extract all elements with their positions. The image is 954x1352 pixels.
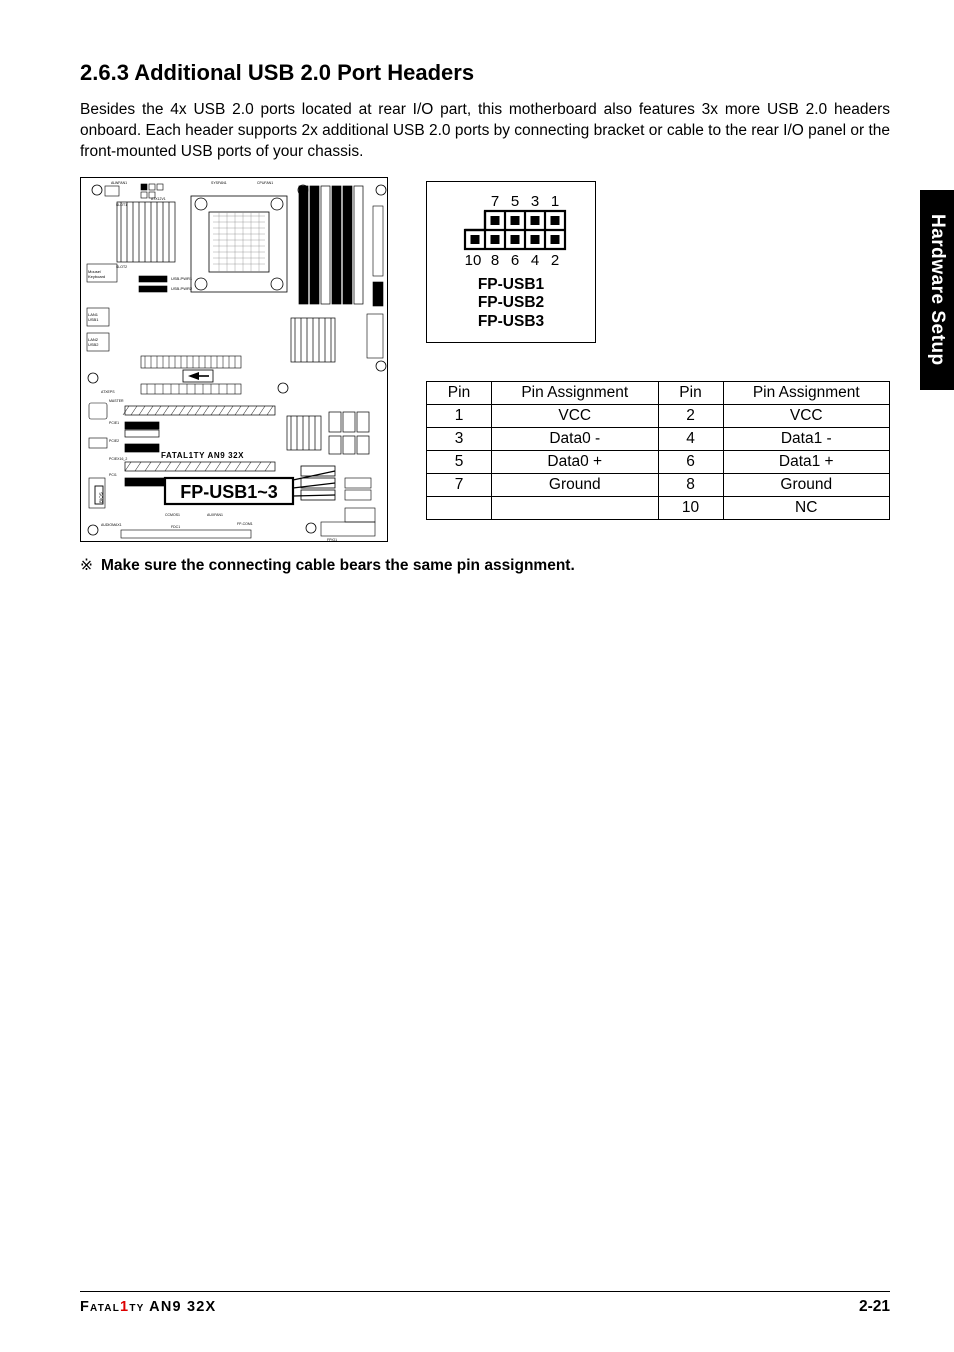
svg-text:MASTER: MASTER (109, 399, 124, 403)
footer-brand-pre: Fatal (80, 1299, 120, 1315)
fp-usb-callout-label: FP-USB1~3 (180, 482, 278, 502)
pin-num-top: 3 (531, 193, 539, 210)
cell: 5 (427, 450, 492, 473)
pin-num-bottom: 10 (465, 252, 482, 269)
cell: NC (723, 496, 890, 519)
col-assignment: Pin Assignment (492, 381, 659, 404)
svg-text:ALWFAN1: ALWFAN1 (111, 181, 127, 185)
section-heading: 2.6.3 Additional USB 2.0 Port Headers (80, 60, 890, 86)
cell: Data0 + (492, 450, 659, 473)
pin-num-bottom: 8 (491, 252, 499, 269)
page-footer: Fatal1ty AN9 32X 2-21 (80, 1291, 890, 1316)
content-row: Mouse/ Keyboard LAN1 USB1 LAN2 USB2 (80, 177, 890, 542)
svg-text:CCMOS1: CCMOS1 (165, 513, 180, 517)
svg-text:FDC1: FDC1 (171, 525, 180, 529)
svg-text:USB1: USB1 (88, 317, 99, 322)
pinout-box: 7 5 3 1 (426, 181, 596, 343)
note-symbol-icon: ※ (80, 557, 101, 574)
col-pin: Pin (658, 381, 723, 404)
pin-label: FP-USB1 (437, 276, 585, 295)
side-tab-text: Hardware Setup (926, 214, 948, 366)
cell: VCC (723, 404, 890, 427)
table-header-row: Pin Pin Assignment Pin Pin Assignment (427, 381, 890, 404)
pin-num-bottom: 4 (531, 252, 539, 269)
svg-text:PCIEX16_2: PCIEX16_2 (109, 457, 127, 461)
footer-brand-post: ty AN9 32X (129, 1299, 216, 1315)
cell: Data0 - (492, 427, 659, 450)
table-row: 10 NC (427, 496, 890, 519)
cell (492, 496, 659, 519)
svg-text:USB-PWR2: USB-PWR2 (171, 286, 193, 291)
cell: 2 (658, 404, 723, 427)
cell: 8 (658, 473, 723, 496)
cell: 3 (427, 427, 492, 450)
table-row: 3 Data0 - 4 Data1 - (427, 427, 890, 450)
col-assignment: Pin Assignment (723, 381, 890, 404)
pin-num-top: 7 (491, 193, 499, 210)
svg-text:ATXEPS: ATXEPS (101, 390, 115, 394)
foot-note: ※Make sure the connecting cable bears th… (80, 556, 890, 575)
cell (427, 496, 492, 519)
table-row: 5 Data0 + 6 Data1 + (427, 450, 890, 473)
svg-text:PCI1: PCI1 (109, 473, 117, 477)
motherboard-svg: Mouse/ Keyboard LAN1 USB1 LAN2 USB2 (81, 178, 388, 542)
svg-text:BIOS: BIOS (99, 492, 104, 503)
footer-brand-one: 1 (120, 1299, 129, 1315)
cell: VCC (492, 404, 659, 427)
pinout-svg: 7 5 3 1 (446, 192, 576, 270)
motherboard-diagram: Mouse/ Keyboard LAN1 USB1 LAN2 USB2 (80, 177, 388, 542)
page: 2.6.3 Additional USB 2.0 Port Headers Be… (0, 0, 954, 1352)
svg-text:PCIE2: PCIE2 (109, 439, 119, 443)
svg-text:FATAL1TY AN9 32X: FATAL1TY AN9 32X (161, 451, 244, 460)
table-row: 1 VCC 2 VCC (427, 404, 890, 427)
svg-text:SLOT2: SLOT2 (116, 265, 127, 269)
cell: 4 (658, 427, 723, 450)
pin-num-top: 1 (551, 193, 559, 210)
svg-text:PCIE1: PCIE1 (109, 421, 119, 425)
svg-text:ATX12V1: ATX12V1 (151, 197, 166, 201)
body-text: Besides the 4x USB 2.0 ports located at … (80, 100, 890, 163)
cell: Ground (492, 473, 659, 496)
pin-num-bottom: 2 (551, 252, 559, 269)
pin-assignment-table: Pin Pin Assignment Pin Pin Assignment 1 … (426, 381, 890, 520)
right-column: 7 5 3 1 (426, 177, 890, 520)
svg-text:Keyboard: Keyboard (88, 274, 105, 279)
svg-text:FPIO1: FPIO1 (327, 538, 337, 542)
svg-text:USB-PWR1: USB-PWR1 (171, 276, 193, 281)
pin-num-top: 5 (511, 193, 519, 210)
footer-page-number: 2-21 (859, 1298, 890, 1316)
cell: 10 (658, 496, 723, 519)
svg-text:AUDIOMAX1: AUDIOMAX1 (101, 523, 122, 527)
svg-text:AUXFAN1: AUXFAN1 (207, 513, 223, 517)
svg-text:USB2: USB2 (88, 342, 99, 347)
pin-label: FP-USB3 (437, 313, 585, 332)
pin-num-bottom: 6 (511, 252, 519, 269)
svg-text:FP-COM1: FP-COM1 (237, 522, 253, 526)
svg-text:SYSFAN1: SYSFAN1 (211, 181, 227, 185)
pin-label: FP-USB2 (437, 294, 585, 313)
side-tab: Hardware Setup (920, 190, 954, 390)
footer-left: Fatal1ty AN9 32X (80, 1299, 216, 1315)
cell: 6 (658, 450, 723, 473)
cell: Data1 + (723, 450, 890, 473)
cell: Data1 - (723, 427, 890, 450)
cell: Ground (723, 473, 890, 496)
note-text: Make sure the connecting cable bears the… (101, 557, 575, 574)
cell: 7 (427, 473, 492, 496)
pin-header-labels: FP-USB1 FP-USB2 FP-USB3 (437, 276, 585, 332)
left-column: Mouse/ Keyboard LAN1 USB1 LAN2 USB2 (80, 177, 390, 542)
col-pin: Pin (427, 381, 492, 404)
cell: 1 (427, 404, 492, 427)
table-row: 7 Ground 8 Ground (427, 473, 890, 496)
svg-text:SLOT1: SLOT1 (116, 203, 127, 207)
svg-text:CPUFAN1: CPUFAN1 (257, 181, 273, 185)
